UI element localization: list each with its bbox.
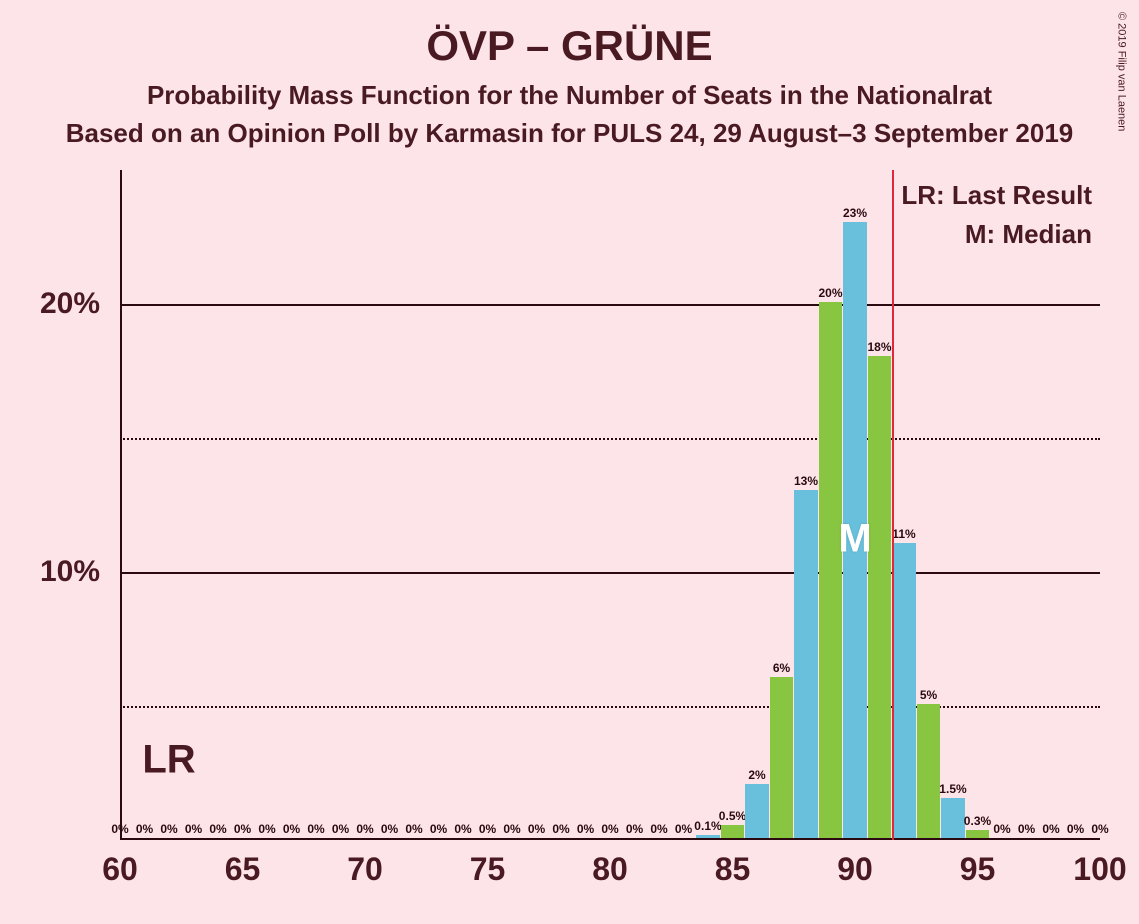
y-tick-label: 10% (0, 555, 100, 589)
bar-value-label: 0% (381, 822, 398, 836)
bar-value-label: 0.1% (694, 819, 721, 833)
bar-value-label: 0% (577, 822, 594, 836)
legend-lr: LR: Last Result (901, 176, 1092, 215)
bar-value-label: 0% (307, 822, 324, 836)
last-result-marker: LR (142, 737, 195, 782)
bar-value-label: 0% (430, 822, 447, 836)
chart-subtitle-1: Probability Mass Function for the Number… (0, 80, 1139, 111)
bar: 6% (770, 677, 793, 838)
bar-value-label: 0% (258, 822, 275, 836)
bar-value-label: 11% (892, 527, 915, 541)
x-tick-label: 75 (470, 851, 506, 888)
chart-area: 10%20%60657075808590951000%0%0%0%0%0%0%0… (120, 170, 1100, 840)
bar: 11% (892, 543, 915, 838)
bar-value-label: 0% (405, 822, 422, 836)
bar: 1.5% (941, 798, 964, 838)
bar-value-label: 0% (1042, 822, 1059, 836)
bar-value-label: 0.5% (719, 809, 746, 823)
x-tick-label: 85 (715, 851, 751, 888)
y-tick-label: 20% (0, 287, 100, 321)
legend-m: M: Median (901, 215, 1092, 254)
bar-value-label: 0% (552, 822, 569, 836)
bar-value-label: 0% (650, 822, 667, 836)
gridline (120, 438, 1100, 440)
bar-value-label: 0% (209, 822, 226, 836)
bar-value-label: 18% (867, 340, 891, 354)
bar-value-label: 0% (136, 822, 153, 836)
bar: 20% (819, 302, 842, 838)
bar-value-label: 0% (111, 822, 128, 836)
bar-value-label: 0% (601, 822, 618, 836)
x-tick-label: 100 (1073, 851, 1126, 888)
bar-value-label: 5% (920, 688, 937, 702)
x-axis (120, 838, 1100, 840)
gridline (120, 706, 1100, 708)
x-tick-label: 90 (837, 851, 873, 888)
bar: 0.1% (696, 835, 719, 838)
bar-value-label: 0% (1067, 822, 1084, 836)
bar-value-label: 0% (528, 822, 545, 836)
bar-value-label: 0.3% (964, 814, 991, 828)
bar-value-label: 23% (843, 206, 867, 220)
x-tick-label: 95 (960, 851, 996, 888)
bar: 2% (745, 784, 768, 838)
bar-value-label: 0% (503, 822, 520, 836)
x-tick-label: 65 (225, 851, 261, 888)
bar: 13% (794, 490, 817, 838)
bar-value-label: 0% (1091, 822, 1108, 836)
bar-value-label: 0% (626, 822, 643, 836)
bar-value-label: 2% (748, 768, 765, 782)
bar-value-label: 0% (283, 822, 300, 836)
median-marker: M (838, 516, 871, 561)
bar-value-label: 20% (818, 286, 842, 300)
bar-value-label: 0% (454, 822, 471, 836)
gridline (120, 572, 1100, 574)
bar-value-label: 0% (479, 822, 496, 836)
bar-value-label: 0% (234, 822, 251, 836)
chart-subtitle-2: Based on an Opinion Poll by Karmasin for… (0, 118, 1139, 149)
chart-title: ÖVP – GRÜNE (0, 22, 1139, 70)
x-tick-label: 80 (592, 851, 628, 888)
y-axis (120, 170, 122, 840)
bar-value-label: 0% (675, 822, 692, 836)
gridline (120, 304, 1100, 306)
x-tick-label: 60 (102, 851, 138, 888)
chart-legend: LR: Last Result M: Median (901, 176, 1092, 254)
bar-value-label: 0% (332, 822, 349, 836)
bar-value-label: 0% (993, 822, 1010, 836)
bar-value-label: 0% (160, 822, 177, 836)
bar: 0.3% (966, 830, 989, 838)
bar: 5% (917, 704, 940, 838)
bar-value-label: 13% (794, 474, 818, 488)
bar-value-label: 0% (356, 822, 373, 836)
bar-value-label: 6% (773, 661, 790, 675)
bar-value-label: 0% (1018, 822, 1035, 836)
bar: 0.5% (721, 825, 744, 838)
bar-value-label: 1.5% (939, 782, 966, 796)
x-tick-label: 70 (347, 851, 383, 888)
bar: 18% (868, 356, 891, 838)
bar-value-label: 0% (185, 822, 202, 836)
median-line (892, 170, 894, 840)
